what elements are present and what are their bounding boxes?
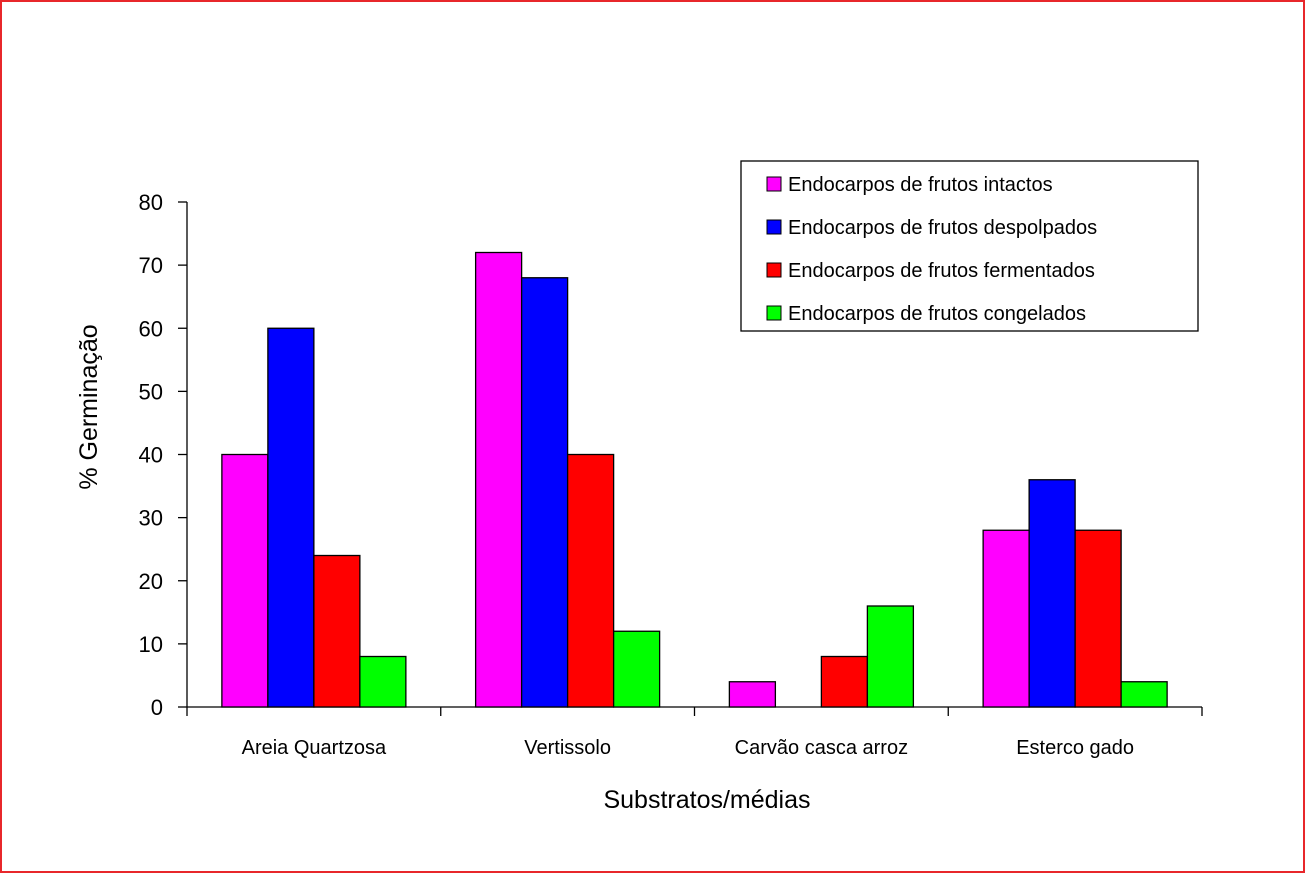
bar xyxy=(359,655,407,708)
y-tick-label: 80 xyxy=(139,190,163,215)
bar xyxy=(313,554,361,708)
legend-swatch xyxy=(766,176,782,192)
y-tick-label: 10 xyxy=(139,632,163,657)
legend-label: Endocarpos de frutos intactos xyxy=(788,174,1053,196)
y-axis: 0 10 20 30 40 50 60 70 80 xyxy=(139,190,188,720)
y-tick-label: 30 xyxy=(139,506,163,531)
y-tick-label: 60 xyxy=(139,316,163,341)
legend-swatch xyxy=(766,305,782,321)
bar xyxy=(1028,479,1076,708)
x-axis: Areia Quartzosa Vertissolo Carvão casca ar… xyxy=(186,706,1203,759)
bar xyxy=(612,630,661,708)
y-tick-label: 50 xyxy=(139,379,163,404)
y-tick-label: 0 xyxy=(151,695,163,720)
bar xyxy=(820,655,869,708)
legend-swatch xyxy=(766,262,782,278)
bar xyxy=(1074,529,1122,708)
legend-box xyxy=(740,160,1199,332)
legend: Endocarpos de frutos intactos Endocarpos … xyxy=(740,160,1199,332)
x-tick-label: Vertissolo xyxy=(524,737,611,759)
y-axis-title: % Germinação xyxy=(75,324,103,489)
legend-label: Endocarpos de frutos congelados xyxy=(788,303,1086,325)
bar xyxy=(474,251,523,708)
legend-swatch xyxy=(766,219,782,235)
bars xyxy=(221,251,1168,708)
legend-label: Endocarpos de frutos fermentados xyxy=(788,260,1095,282)
x-tick-label: Carvão casca arroz xyxy=(735,737,908,759)
bar xyxy=(221,453,269,708)
bar xyxy=(520,277,569,708)
y-tick-label: 40 xyxy=(139,443,163,468)
y-tick-label: 20 xyxy=(139,569,163,594)
bar xyxy=(566,453,615,708)
x-axis-title: Substratos/médias xyxy=(603,786,810,814)
bar xyxy=(866,605,915,708)
bar xyxy=(728,681,777,708)
bar xyxy=(267,327,315,708)
bar xyxy=(982,529,1030,708)
x-tick-label: Areia Quartzosa xyxy=(242,737,387,759)
bar xyxy=(1120,681,1168,708)
x-tick-label: Esterco gado xyxy=(1016,737,1134,759)
y-tick-label: 70 xyxy=(139,253,163,278)
legend-label: Endocarpos de frutos despolpados xyxy=(788,217,1097,239)
